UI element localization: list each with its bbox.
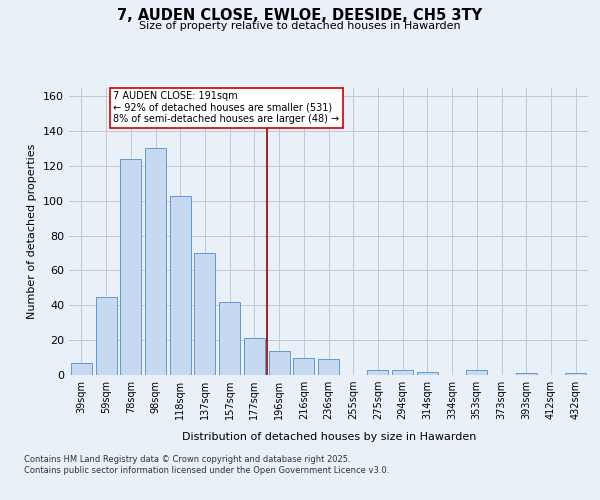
Bar <box>466 370 487 375</box>
Bar <box>516 374 537 375</box>
Bar <box>71 363 92 375</box>
Y-axis label: Number of detached properties: Number of detached properties <box>28 144 37 319</box>
Text: Contains public sector information licensed under the Open Government Licence v3: Contains public sector information licen… <box>24 466 389 475</box>
Bar <box>293 358 314 375</box>
Bar <box>269 350 290 375</box>
Bar <box>565 374 586 375</box>
Bar <box>145 148 166 375</box>
Bar <box>417 372 438 375</box>
Bar <box>244 338 265 375</box>
Text: 7 AUDEN CLOSE: 191sqm
← 92% of detached houses are smaller (531)
8% of semi-deta: 7 AUDEN CLOSE: 191sqm ← 92% of detached … <box>113 91 340 124</box>
Bar <box>318 360 339 375</box>
Bar <box>367 370 388 375</box>
Bar <box>120 159 141 375</box>
Text: 7, AUDEN CLOSE, EWLOE, DEESIDE, CH5 3TY: 7, AUDEN CLOSE, EWLOE, DEESIDE, CH5 3TY <box>118 8 482 22</box>
Bar <box>392 370 413 375</box>
Bar <box>170 196 191 375</box>
Text: Contains HM Land Registry data © Crown copyright and database right 2025.: Contains HM Land Registry data © Crown c… <box>24 455 350 464</box>
Text: Distribution of detached houses by size in Hawarden: Distribution of detached houses by size … <box>182 432 476 442</box>
Bar <box>219 302 240 375</box>
Bar <box>194 253 215 375</box>
Bar <box>95 296 116 375</box>
Text: Size of property relative to detached houses in Hawarden: Size of property relative to detached ho… <box>139 21 461 31</box>
